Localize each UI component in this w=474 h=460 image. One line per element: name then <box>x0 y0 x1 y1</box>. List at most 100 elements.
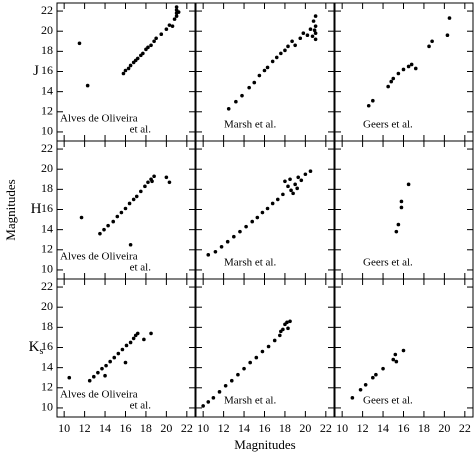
data-point <box>219 244 224 249</box>
data-point <box>394 229 399 234</box>
data-point <box>406 64 411 69</box>
data-point <box>150 179 154 184</box>
data-point <box>96 370 100 375</box>
data-point <box>213 250 218 254</box>
data-point <box>167 23 172 27</box>
data-point <box>396 71 401 76</box>
data-point <box>399 205 404 210</box>
y-tick-label: 14 <box>41 221 53 235</box>
data-point <box>358 388 363 392</box>
data-point <box>225 239 230 244</box>
data-point <box>289 188 293 193</box>
data-point <box>396 222 401 227</box>
row-label: Ks <box>29 339 44 357</box>
data-point <box>374 372 378 377</box>
panel-label: et al. <box>130 400 152 412</box>
x-tick-label: 22 <box>181 421 193 435</box>
data-point <box>391 76 396 81</box>
y-tick-label: 22 <box>41 279 53 293</box>
data-point <box>312 28 317 32</box>
data-point <box>393 352 398 357</box>
data-point <box>313 14 318 18</box>
data-point <box>142 337 146 342</box>
data-point <box>308 27 313 31</box>
data-point <box>134 194 139 199</box>
data-point <box>262 68 267 73</box>
y-tick-label: 18 <box>41 181 53 195</box>
x-tick-label: 14 <box>377 421 389 435</box>
data-point <box>206 400 211 404</box>
data-point <box>206 253 211 257</box>
y-tick-label: 20 <box>41 161 53 175</box>
row-label-main: H <box>31 201 42 217</box>
data-point <box>286 44 290 49</box>
y-tick-label: 20 <box>41 23 53 37</box>
data-point <box>223 383 228 388</box>
data-point <box>310 34 315 39</box>
data-point <box>254 355 259 360</box>
x-tick-label: 12 <box>357 421 369 435</box>
data-point <box>100 366 104 371</box>
data-point <box>286 184 290 189</box>
data-point <box>430 39 434 44</box>
x-tick-label: 18 <box>418 421 430 435</box>
data-point <box>238 229 242 234</box>
data-point <box>293 43 297 48</box>
data-point <box>391 357 396 362</box>
row-label-main: K <box>29 339 40 355</box>
data-point <box>141 51 145 56</box>
data-point <box>234 99 238 104</box>
panel-label: Geers et al. <box>363 119 413 131</box>
data-point <box>172 17 177 21</box>
data-point <box>123 206 128 211</box>
data-point <box>275 197 280 202</box>
data-point <box>154 36 158 41</box>
data-point <box>248 360 252 365</box>
data-point <box>167 180 172 185</box>
y-tick-label: 12 <box>41 242 53 256</box>
row-label: H <box>31 201 42 217</box>
y-axis-label: Magnitudes <box>3 179 18 240</box>
x-axis-label: Magnitudes <box>234 437 295 452</box>
data-point <box>283 48 287 53</box>
panel-label: et al. <box>130 262 152 274</box>
data-point <box>126 66 131 71</box>
y-tick-label: 22 <box>41 141 53 155</box>
data-point <box>240 93 244 98</box>
data-point <box>124 343 129 348</box>
data-point <box>371 375 375 380</box>
x-tick-label: 16 <box>258 421 270 435</box>
y-tick-label: 16 <box>41 339 53 353</box>
y-tick-label: 20 <box>41 299 53 313</box>
data-point <box>311 19 316 23</box>
data-point <box>260 349 265 354</box>
data-point <box>366 103 371 108</box>
data-point <box>201 404 205 408</box>
y-tick-label: 10 <box>41 262 53 276</box>
panel-label: et al. <box>130 124 152 136</box>
y-tick-label: 22 <box>41 3 53 17</box>
y-tick-label: 10 <box>41 400 53 414</box>
data-point <box>265 65 270 70</box>
data-point <box>232 234 236 239</box>
data-point <box>293 182 297 187</box>
data-point <box>176 10 181 14</box>
data-point <box>67 375 72 380</box>
data-point <box>127 201 132 206</box>
data-point <box>174 14 179 18</box>
y-tick-label: 16 <box>41 201 53 215</box>
data-point <box>146 180 150 185</box>
x-tick-label: 14 <box>238 421 250 435</box>
panel-label: Geers et al. <box>363 257 413 269</box>
data-point <box>92 374 96 379</box>
data-point <box>123 68 128 73</box>
x-tick-label: 10 <box>58 421 70 435</box>
row-label: J <box>33 63 39 79</box>
panel-label: Marsh et al. <box>224 395 276 407</box>
x-tick-label: 16 <box>119 421 131 435</box>
data-point <box>131 197 136 202</box>
data-point <box>149 43 153 48</box>
x-tick-label: 18 <box>140 421 152 435</box>
panel-frame <box>56 278 196 418</box>
data-point <box>229 378 234 383</box>
